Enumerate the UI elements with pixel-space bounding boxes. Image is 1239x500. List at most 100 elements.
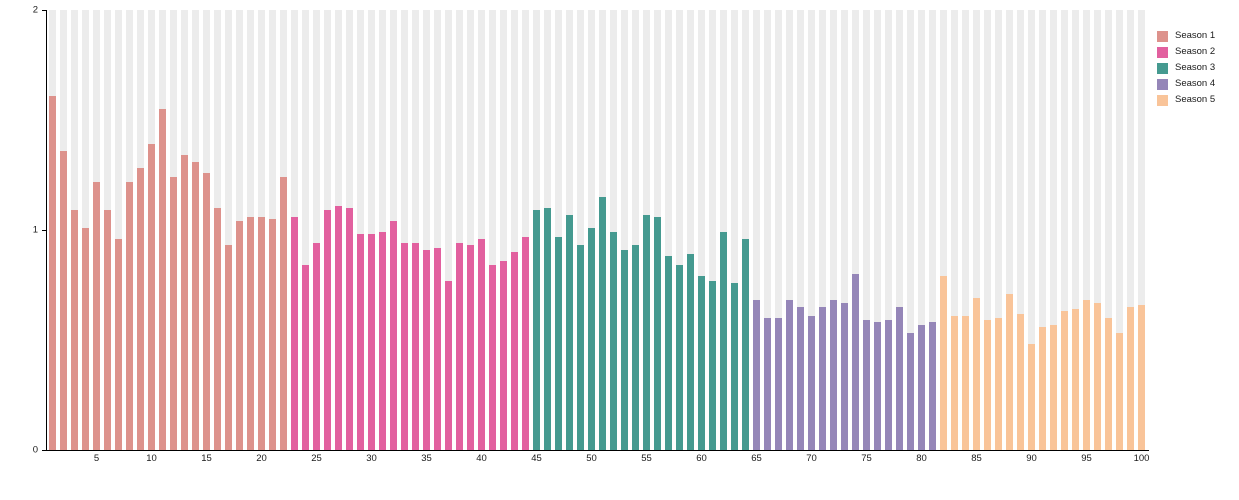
bar-episode-92-season-5[interactable] <box>1050 324 1057 450</box>
bar-episode-3-season-1[interactable] <box>71 210 78 450</box>
bar-episode-75-season-4[interactable] <box>863 320 870 450</box>
bar-episode-24-season-2[interactable] <box>302 265 309 450</box>
bar-episode-1-season-1[interactable] <box>49 95 56 450</box>
bar-episode-41-season-2[interactable] <box>489 265 496 450</box>
bar-episode-27-season-2[interactable] <box>335 205 342 450</box>
bar-episode-4-season-1[interactable] <box>82 227 89 450</box>
bar-episode-80-season-4[interactable] <box>918 324 925 450</box>
bar-episode-45-season-3[interactable] <box>533 210 540 450</box>
bar-episode-32-season-2[interactable] <box>390 221 397 450</box>
bar-episode-85-season-5[interactable] <box>973 298 980 450</box>
bar-episode-25-season-2[interactable] <box>313 243 320 450</box>
bar-episode-64-season-3[interactable] <box>742 238 749 450</box>
bar-episode-7-season-1[interactable] <box>115 238 122 450</box>
legend-item-season-2[interactable]: Season 2 <box>1157 44 1215 60</box>
bar-episode-70-season-4[interactable] <box>808 315 815 450</box>
bar-episode-16-season-1[interactable] <box>214 208 221 450</box>
bar-episode-5-season-1[interactable] <box>93 181 100 450</box>
bar-episode-14-season-1[interactable] <box>192 161 199 450</box>
bar-episode-52-season-3[interactable] <box>610 232 617 450</box>
bar-episode-18-season-1[interactable] <box>236 221 243 450</box>
bar-episode-63-season-3[interactable] <box>731 282 738 450</box>
bar-episode-100-season-5[interactable] <box>1138 304 1145 450</box>
bar-episode-67-season-4[interactable] <box>775 318 782 450</box>
bar-episode-28-season-2[interactable] <box>346 208 353 450</box>
bar-episode-12-season-1[interactable] <box>170 177 177 450</box>
bar-episode-62-season-3[interactable] <box>720 232 727 450</box>
bar-episode-42-season-2[interactable] <box>500 260 507 450</box>
bar-episode-40-season-2[interactable] <box>478 238 485 450</box>
bar-episode-61-season-3[interactable] <box>709 280 716 450</box>
bar-episode-53-season-3[interactable] <box>621 249 628 450</box>
bar-episode-49-season-3[interactable] <box>577 245 584 450</box>
bar-episode-84-season-5[interactable] <box>962 315 969 450</box>
bar-episode-9-season-1[interactable] <box>137 168 144 450</box>
bar-episode-30-season-2[interactable] <box>368 234 375 450</box>
bar-episode-91-season-5[interactable] <box>1039 326 1046 450</box>
bar-episode-66-season-4[interactable] <box>764 318 771 450</box>
bar-episode-35-season-2[interactable] <box>423 249 430 450</box>
bar-episode-60-season-3[interactable] <box>698 276 705 450</box>
bar-episode-39-season-2[interactable] <box>467 245 474 450</box>
bar-episode-82-season-5[interactable] <box>940 276 947 450</box>
bar-episode-43-season-2[interactable] <box>511 252 518 450</box>
bar-episode-94-season-5[interactable] <box>1072 309 1079 450</box>
bar-episode-87-season-5[interactable] <box>995 318 1002 450</box>
legend-item-season-4[interactable]: Season 4 <box>1157 76 1215 92</box>
bar-episode-72-season-4[interactable] <box>830 300 837 450</box>
bar-episode-23-season-2[interactable] <box>291 216 298 450</box>
bar-episode-98-season-5[interactable] <box>1116 333 1123 450</box>
bar-episode-21-season-1[interactable] <box>269 219 276 450</box>
bar-episode-17-season-1[interactable] <box>225 245 232 450</box>
bar-episode-76-season-4[interactable] <box>874 322 881 450</box>
bar-episode-8-season-1[interactable] <box>126 181 133 450</box>
legend-item-season-1[interactable]: Season 1 <box>1157 28 1215 44</box>
bar-episode-79-season-4[interactable] <box>907 333 914 450</box>
bar-episode-48-season-3[interactable] <box>566 214 573 450</box>
bar-episode-89-season-5[interactable] <box>1017 313 1024 450</box>
bar-episode-51-season-3[interactable] <box>599 197 606 450</box>
bar-episode-58-season-3[interactable] <box>676 265 683 450</box>
bar-episode-47-season-3[interactable] <box>555 236 562 450</box>
bar-episode-74-season-4[interactable] <box>852 274 859 450</box>
bar-episode-55-season-3[interactable] <box>643 214 650 450</box>
bar-episode-88-season-5[interactable] <box>1006 293 1013 450</box>
bar-episode-6-season-1[interactable] <box>104 210 111 450</box>
bar-episode-57-season-3[interactable] <box>665 256 672 450</box>
bar-episode-34-season-2[interactable] <box>412 243 419 450</box>
bar-episode-90-season-5[interactable] <box>1028 344 1035 450</box>
legend-item-season-3[interactable]: Season 3 <box>1157 60 1215 76</box>
bar-episode-65-season-4[interactable] <box>753 300 760 450</box>
bar-episode-78-season-4[interactable] <box>896 307 903 450</box>
bar-episode-83-season-5[interactable] <box>951 315 958 450</box>
bar-episode-96-season-5[interactable] <box>1094 302 1101 450</box>
bar-episode-20-season-1[interactable] <box>258 216 265 450</box>
bar-episode-69-season-4[interactable] <box>797 307 804 450</box>
bar-episode-37-season-2[interactable] <box>445 280 452 450</box>
bar-episode-95-season-5[interactable] <box>1083 300 1090 450</box>
bar-episode-99-season-5[interactable] <box>1127 307 1134 450</box>
bar-episode-26-season-2[interactable] <box>324 210 331 450</box>
bar-episode-33-season-2[interactable] <box>401 243 408 450</box>
legend-item-season-5[interactable]: Season 5 <box>1157 92 1215 108</box>
bar-episode-73-season-4[interactable] <box>841 302 848 450</box>
bar-episode-86-season-5[interactable] <box>984 320 991 450</box>
bar-episode-50-season-3[interactable] <box>588 227 595 450</box>
bar-episode-31-season-2[interactable] <box>379 232 386 450</box>
bar-episode-54-season-3[interactable] <box>632 245 639 450</box>
bar-episode-46-season-3[interactable] <box>544 208 551 450</box>
bar-episode-77-season-4[interactable] <box>885 320 892 450</box>
bar-episode-81-season-4[interactable] <box>929 322 936 450</box>
bar-episode-59-season-3[interactable] <box>687 254 694 450</box>
bar-episode-22-season-1[interactable] <box>280 177 287 450</box>
bar-episode-11-season-1[interactable] <box>159 109 166 450</box>
bar-episode-29-season-2[interactable] <box>357 234 364 450</box>
bar-episode-13-season-1[interactable] <box>181 155 188 450</box>
bar-episode-2-season-1[interactable] <box>60 150 67 450</box>
bar-episode-71-season-4[interactable] <box>819 307 826 450</box>
bar-episode-10-season-1[interactable] <box>148 144 155 450</box>
bar-episode-93-season-5[interactable] <box>1061 311 1068 450</box>
bar-episode-15-season-1[interactable] <box>203 172 210 450</box>
bar-episode-68-season-4[interactable] <box>786 300 793 450</box>
bar-episode-97-season-5[interactable] <box>1105 318 1112 450</box>
